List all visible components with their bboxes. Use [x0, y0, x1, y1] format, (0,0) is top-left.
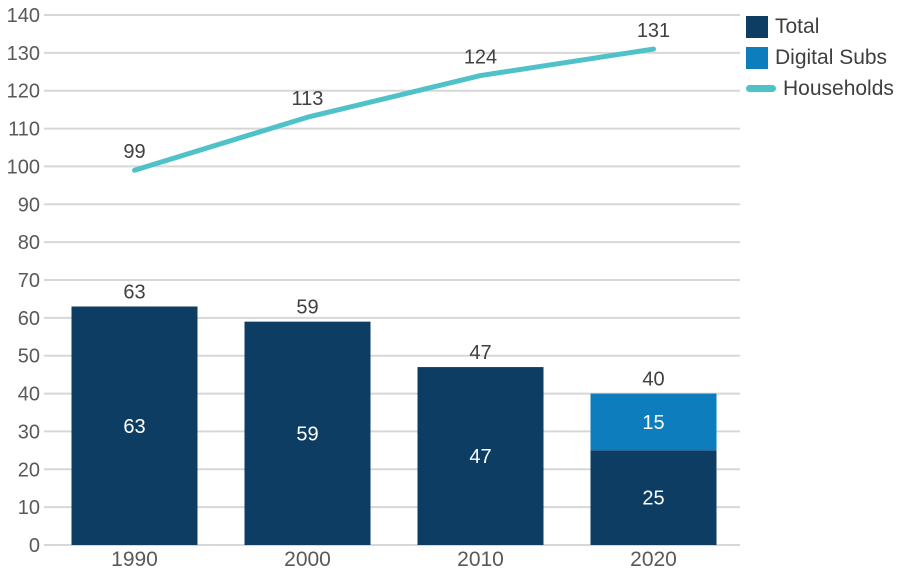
- bar-total-label: 63: [123, 282, 145, 304]
- bar-value-label: 63: [123, 416, 145, 438]
- y-axis-tick-label: 70: [18, 270, 40, 292]
- y-axis-tick-label: 10: [18, 497, 40, 519]
- legend-swatch-total-icon: [746, 15, 768, 38]
- bar-value-label: 15: [642, 412, 664, 434]
- y-axis-tick-label: 110: [8, 119, 40, 141]
- bar-segment-total-1990: [71, 306, 198, 545]
- x-axis-label: 1990: [111, 548, 158, 571]
- y-axis-tick-label: 140: [7, 5, 40, 27]
- legend-label-total: Total: [775, 15, 820, 38]
- x-axis-label: 2010: [457, 548, 504, 571]
- bar-segment-total-2000: [244, 321, 371, 545]
- y-axis-tick-label: 60: [18, 308, 40, 330]
- bar-segment-total-2020: [590, 450, 717, 545]
- y-axis-tick-label: 50: [18, 346, 40, 368]
- y-axis-tick-label: 40: [18, 384, 40, 406]
- legend-item-total: Total: [746, 11, 894, 42]
- legend-swatch-digital-subs-icon: [746, 46, 768, 69]
- legend-item-digital-subs: Digital Subs: [746, 42, 894, 73]
- bar-total-label: 40: [642, 369, 664, 391]
- legend-label-digital-subs: Digital Subs: [775, 46, 888, 69]
- y-axis-tick-label: 100: [7, 156, 40, 178]
- bar-value-label: 25: [642, 488, 664, 510]
- y-axis-tick-label: 20: [18, 459, 40, 481]
- bar-total-label: 47: [469, 342, 491, 364]
- line-point-label: 124: [464, 47, 497, 69]
- bar-value-label: 47: [469, 446, 491, 468]
- y-axis-tick-label: 0: [29, 535, 40, 557]
- legend-label-households: Households: [783, 77, 894, 100]
- bar-segment-digital-subs-2020: [590, 393, 717, 451]
- line-point-label: 113: [292, 88, 324, 110]
- y-axis-tick-label: 120: [7, 81, 40, 103]
- y-axis-tick-label: 90: [18, 194, 40, 216]
- line-point-label: 99: [123, 141, 145, 163]
- y-axis-tick-label: 130: [7, 43, 40, 65]
- legend-swatch-households-icon: [746, 85, 776, 92]
- line-point-label: 131: [637, 20, 670, 42]
- y-axis-tick-label: 30: [18, 421, 40, 443]
- households-line: [132, 46, 656, 173]
- x-axis-label: 2020: [630, 548, 677, 571]
- chart-legend: Total Digital Subs Households: [746, 11, 894, 104]
- legend-item-households: Households: [746, 73, 894, 104]
- bar-total-label: 59: [296, 297, 318, 319]
- bar-segment-total-2010: [417, 367, 544, 545]
- bar-value-label: 59: [296, 423, 318, 445]
- x-axis-label: 2000: [284, 548, 331, 571]
- y-axis-tick-label: 80: [18, 232, 40, 254]
